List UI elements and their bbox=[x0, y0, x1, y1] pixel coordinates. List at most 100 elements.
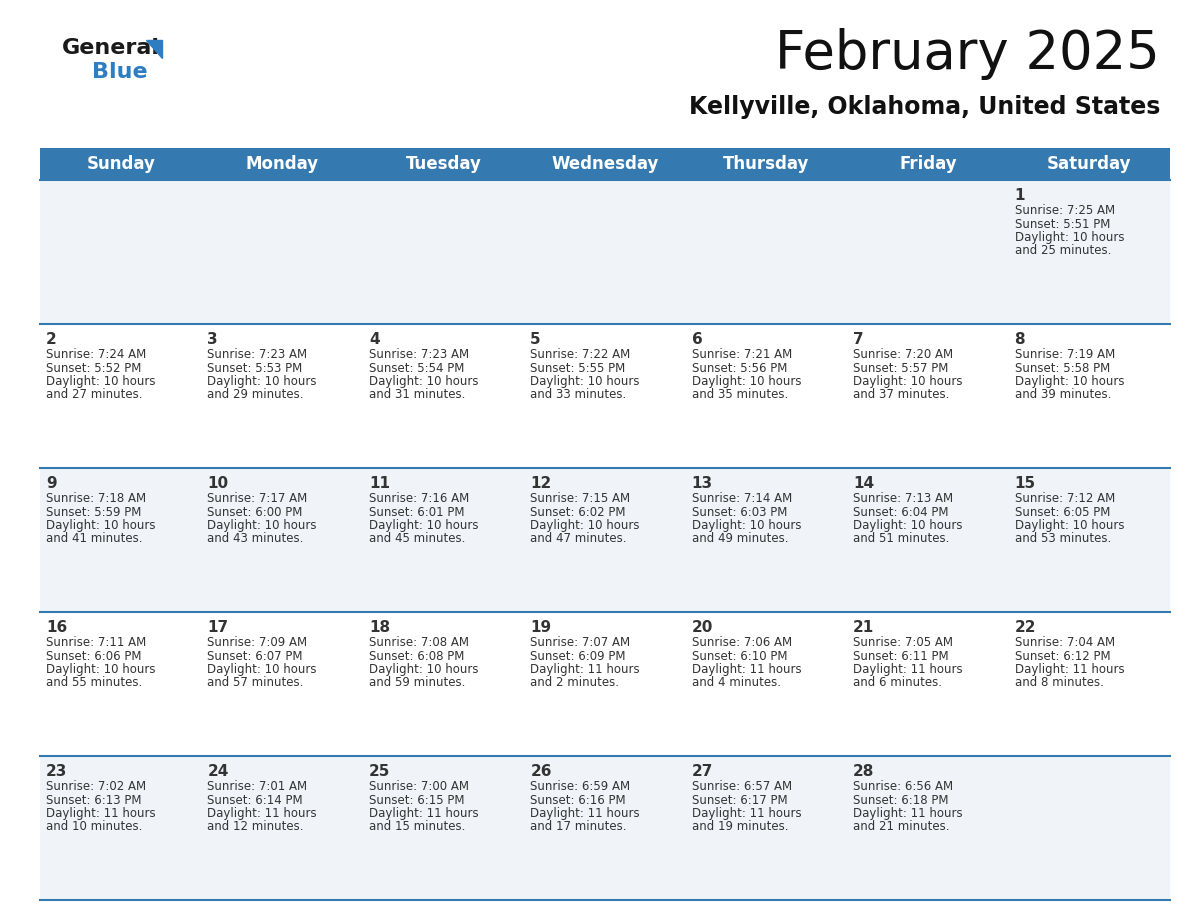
Text: 4: 4 bbox=[368, 332, 379, 347]
Text: Sunrise: 7:07 AM: Sunrise: 7:07 AM bbox=[530, 636, 631, 649]
Text: Daylight: 11 hours: Daylight: 11 hours bbox=[530, 663, 640, 676]
Text: Daylight: 11 hours: Daylight: 11 hours bbox=[853, 663, 962, 676]
Text: and 4 minutes.: and 4 minutes. bbox=[691, 677, 781, 689]
Text: Daylight: 10 hours: Daylight: 10 hours bbox=[691, 375, 801, 388]
Text: Kellyville, Oklahoma, United States: Kellyville, Oklahoma, United States bbox=[689, 95, 1159, 119]
Text: and 15 minutes.: and 15 minutes. bbox=[368, 821, 466, 834]
Text: Daylight: 10 hours: Daylight: 10 hours bbox=[368, 375, 479, 388]
Text: and 19 minutes.: and 19 minutes. bbox=[691, 821, 788, 834]
Text: and 43 minutes.: and 43 minutes. bbox=[208, 532, 304, 545]
Text: Sunset: 6:11 PM: Sunset: 6:11 PM bbox=[853, 650, 949, 663]
Text: Tuesday: Tuesday bbox=[405, 155, 481, 173]
Text: 10: 10 bbox=[208, 476, 228, 491]
Text: and 8 minutes.: and 8 minutes. bbox=[1015, 677, 1104, 689]
Text: Sunrise: 7:14 AM: Sunrise: 7:14 AM bbox=[691, 492, 792, 505]
Text: Daylight: 10 hours: Daylight: 10 hours bbox=[368, 519, 479, 532]
Text: 20: 20 bbox=[691, 620, 713, 635]
Text: 1: 1 bbox=[1015, 188, 1025, 203]
Text: Sunset: 5:59 PM: Sunset: 5:59 PM bbox=[46, 506, 141, 519]
Text: Sunset: 6:07 PM: Sunset: 6:07 PM bbox=[208, 650, 303, 663]
Text: Sunrise: 7:08 AM: Sunrise: 7:08 AM bbox=[368, 636, 469, 649]
Text: 19: 19 bbox=[530, 620, 551, 635]
Text: and 25 minutes.: and 25 minutes. bbox=[1015, 244, 1111, 258]
Text: Daylight: 10 hours: Daylight: 10 hours bbox=[530, 375, 640, 388]
Text: Sunrise: 6:57 AM: Sunrise: 6:57 AM bbox=[691, 780, 792, 793]
Text: Sunrise: 7:05 AM: Sunrise: 7:05 AM bbox=[853, 636, 953, 649]
Text: and 41 minutes.: and 41 minutes. bbox=[46, 532, 143, 545]
Polygon shape bbox=[146, 40, 162, 58]
Text: Daylight: 10 hours: Daylight: 10 hours bbox=[853, 375, 962, 388]
Text: Sunset: 5:54 PM: Sunset: 5:54 PM bbox=[368, 362, 465, 375]
Text: Sunrise: 7:17 AM: Sunrise: 7:17 AM bbox=[208, 492, 308, 505]
Text: Sunset: 6:16 PM: Sunset: 6:16 PM bbox=[530, 793, 626, 807]
Text: and 47 minutes.: and 47 minutes. bbox=[530, 532, 627, 545]
Text: Sunset: 6:06 PM: Sunset: 6:06 PM bbox=[46, 650, 141, 663]
Text: and 21 minutes.: and 21 minutes. bbox=[853, 821, 949, 834]
Text: Daylight: 10 hours: Daylight: 10 hours bbox=[1015, 375, 1124, 388]
Text: 11: 11 bbox=[368, 476, 390, 491]
Text: 28: 28 bbox=[853, 764, 874, 779]
Text: Sunset: 6:01 PM: Sunset: 6:01 PM bbox=[368, 506, 465, 519]
Text: Daylight: 10 hours: Daylight: 10 hours bbox=[1015, 231, 1124, 244]
Text: Friday: Friday bbox=[899, 155, 956, 173]
Text: General: General bbox=[62, 38, 160, 58]
Text: and 53 minutes.: and 53 minutes. bbox=[1015, 532, 1111, 545]
Text: 8: 8 bbox=[1015, 332, 1025, 347]
Text: Daylight: 10 hours: Daylight: 10 hours bbox=[1015, 519, 1124, 532]
Text: 17: 17 bbox=[208, 620, 228, 635]
Text: 18: 18 bbox=[368, 620, 390, 635]
Text: Sunset: 6:15 PM: Sunset: 6:15 PM bbox=[368, 793, 465, 807]
Text: 13: 13 bbox=[691, 476, 713, 491]
Text: 6: 6 bbox=[691, 332, 702, 347]
Text: Sunrise: 7:04 AM: Sunrise: 7:04 AM bbox=[1015, 636, 1114, 649]
Text: and 45 minutes.: and 45 minutes. bbox=[368, 532, 466, 545]
Text: 27: 27 bbox=[691, 764, 713, 779]
Text: Sunrise: 7:11 AM: Sunrise: 7:11 AM bbox=[46, 636, 146, 649]
Text: Sunrise: 7:16 AM: Sunrise: 7:16 AM bbox=[368, 492, 469, 505]
Text: Sunrise: 7:24 AM: Sunrise: 7:24 AM bbox=[46, 348, 146, 361]
Text: Sunrise: 7:09 AM: Sunrise: 7:09 AM bbox=[208, 636, 308, 649]
Text: and 17 minutes.: and 17 minutes. bbox=[530, 821, 627, 834]
Text: Daylight: 10 hours: Daylight: 10 hours bbox=[691, 519, 801, 532]
Text: Sunrise: 7:19 AM: Sunrise: 7:19 AM bbox=[1015, 348, 1114, 361]
Text: Sunset: 6:03 PM: Sunset: 6:03 PM bbox=[691, 506, 788, 519]
Text: Sunset: 5:53 PM: Sunset: 5:53 PM bbox=[208, 362, 303, 375]
Text: Sunrise: 6:56 AM: Sunrise: 6:56 AM bbox=[853, 780, 953, 793]
Text: Sunset: 6:02 PM: Sunset: 6:02 PM bbox=[530, 506, 626, 519]
Text: Sunset: 6:13 PM: Sunset: 6:13 PM bbox=[46, 793, 141, 807]
Text: and 29 minutes.: and 29 minutes. bbox=[208, 388, 304, 401]
Text: Sunset: 5:56 PM: Sunset: 5:56 PM bbox=[691, 362, 788, 375]
Text: Sunrise: 7:00 AM: Sunrise: 7:00 AM bbox=[368, 780, 469, 793]
Text: Sunrise: 7:06 AM: Sunrise: 7:06 AM bbox=[691, 636, 792, 649]
Text: Sunset: 6:04 PM: Sunset: 6:04 PM bbox=[853, 506, 949, 519]
Bar bbox=[40, 468, 1170, 612]
Text: 2: 2 bbox=[46, 332, 57, 347]
Text: Daylight: 10 hours: Daylight: 10 hours bbox=[530, 519, 640, 532]
Text: Sunset: 6:14 PM: Sunset: 6:14 PM bbox=[208, 793, 303, 807]
Text: Sunset: 6:05 PM: Sunset: 6:05 PM bbox=[1015, 506, 1110, 519]
Text: Sunrise: 7:02 AM: Sunrise: 7:02 AM bbox=[46, 780, 146, 793]
Text: and 49 minutes.: and 49 minutes. bbox=[691, 532, 788, 545]
Bar bbox=[40, 180, 1170, 324]
Text: and 59 minutes.: and 59 minutes. bbox=[368, 677, 466, 689]
Text: 26: 26 bbox=[530, 764, 551, 779]
Text: Wednesday: Wednesday bbox=[551, 155, 658, 173]
Text: and 27 minutes.: and 27 minutes. bbox=[46, 388, 143, 401]
Text: Sunrise: 6:59 AM: Sunrise: 6:59 AM bbox=[530, 780, 631, 793]
Text: Daylight: 11 hours: Daylight: 11 hours bbox=[530, 807, 640, 820]
Text: Daylight: 11 hours: Daylight: 11 hours bbox=[208, 807, 317, 820]
Text: and 51 minutes.: and 51 minutes. bbox=[853, 532, 949, 545]
Text: Sunrise: 7:15 AM: Sunrise: 7:15 AM bbox=[530, 492, 631, 505]
Text: Daylight: 11 hours: Daylight: 11 hours bbox=[1015, 663, 1124, 676]
Text: Daylight: 10 hours: Daylight: 10 hours bbox=[46, 519, 156, 532]
Text: Sunday: Sunday bbox=[87, 155, 156, 173]
Text: 3: 3 bbox=[208, 332, 219, 347]
Text: Daylight: 11 hours: Daylight: 11 hours bbox=[368, 807, 479, 820]
Text: Sunrise: 7:21 AM: Sunrise: 7:21 AM bbox=[691, 348, 792, 361]
Text: Daylight: 10 hours: Daylight: 10 hours bbox=[853, 519, 962, 532]
Text: Sunset: 6:18 PM: Sunset: 6:18 PM bbox=[853, 793, 949, 807]
Text: Sunrise: 7:20 AM: Sunrise: 7:20 AM bbox=[853, 348, 953, 361]
Text: Sunrise: 7:25 AM: Sunrise: 7:25 AM bbox=[1015, 204, 1114, 217]
Text: and 6 minutes.: and 6 minutes. bbox=[853, 677, 942, 689]
Bar bbox=[40, 324, 1170, 468]
